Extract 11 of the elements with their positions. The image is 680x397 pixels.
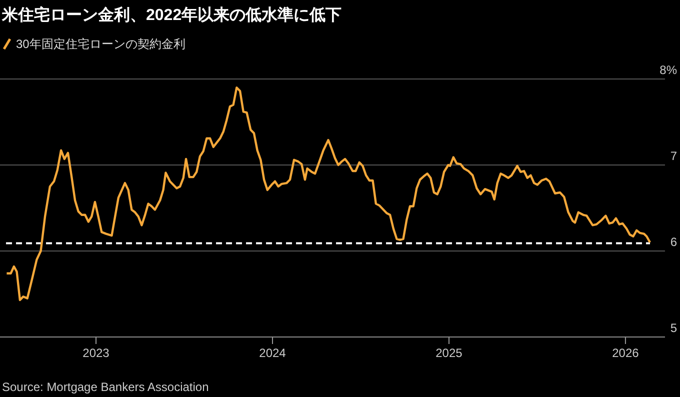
title: 米住宅ローン金利、2022年以来の低水準に低下 bbox=[2, 7, 342, 24]
x-tick-label: 2025 bbox=[436, 346, 463, 360]
x-tick-label: 2023 bbox=[82, 346, 110, 360]
legend: 30年固定住宅ローンの契約金利 bbox=[2, 37, 186, 51]
y-tick-label: 6 bbox=[670, 235, 678, 249]
y-tick-label: 8% bbox=[660, 63, 678, 77]
source-note: Source: Mortgage Bankers Association bbox=[2, 380, 209, 394]
x-tick-label: 2026 bbox=[612, 346, 640, 360]
y-tick-label: 7 bbox=[670, 149, 678, 163]
x-tick-label: 2024 bbox=[259, 346, 286, 360]
y-tick-label: 5 bbox=[670, 321, 678, 335]
